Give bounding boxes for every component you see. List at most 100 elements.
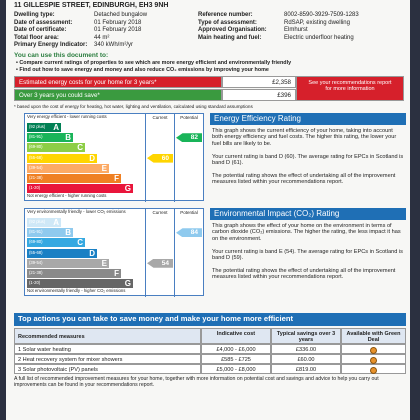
rating-band: (81-91) B — [27, 133, 73, 143]
green-deal-icon — [370, 366, 377, 374]
potential-rating: 84 — [176, 228, 202, 238]
band-letter: B — [65, 228, 71, 238]
table-header: Recommended measures — [14, 328, 201, 344]
table-header: Typical savings over 3 years — [271, 328, 341, 344]
band-range: (21-38) — [29, 270, 43, 275]
detail-value: 340 kWh/m²/yr — [94, 42, 134, 48]
current-rating: 60 — [147, 153, 173, 163]
band-letter: A — [53, 123, 59, 132]
cost-label: Over 3 years you could save* — [14, 89, 222, 101]
table-cell: £5,000 - £8,000 — [201, 364, 271, 374]
detail-value: RdSAP, existing dwelling — [284, 19, 350, 26]
detail-value: Electric underfloor heating — [284, 34, 354, 41]
band-range: (55-68) — [29, 154, 43, 160]
divider — [174, 209, 175, 297]
band-range: (92 plus) — [29, 124, 46, 129]
chart-bottom-label: Not energy efficient - higher running co… — [27, 193, 107, 198]
table-cell: £60.00 — [271, 354, 341, 364]
detail-value: 8002-8590-3929-7509-1283 — [284, 12, 359, 18]
detail-label: Primary Energy Indicator: — [14, 42, 88, 48]
band-letter: D — [89, 248, 95, 258]
intro-heading: You can use this document to: — [14, 52, 109, 59]
footer-text: A full list of recommended improvement m… — [14, 376, 379, 388]
band-letter: E — [101, 163, 107, 173]
rating-band: (39-54) E — [27, 258, 109, 268]
potential-rating: 82 — [176, 133, 202, 143]
rating-text: Your current rating is band D (60). The … — [212, 154, 404, 167]
rating-chart: Very environmentally friendly - lower CO… — [24, 208, 204, 297]
table-cell: £336.00 — [271, 344, 341, 354]
table-cell: 1 Solar water heating — [14, 344, 201, 354]
rating-band: (92 plus) A — [27, 123, 61, 132]
table-cell: £819.00 — [271, 364, 341, 374]
address: 11 GILLESPIE STREET, EDINBURGH, EH3 9NH — [14, 2, 169, 9]
green-deal-icon — [370, 356, 377, 364]
detail-label: Dwelling type: — [14, 12, 55, 18]
detail-label: Reference number: — [198, 12, 253, 18]
rating-band: (21-38) F — [27, 269, 121, 278]
current-rating: 54 — [147, 258, 173, 268]
rating-text: The potential rating shows the effect of… — [212, 268, 396, 281]
current-heading: Current — [152, 210, 168, 215]
potential-heading: Potential — [180, 115, 198, 120]
detail-label: Main heating and fuel: — [198, 34, 262, 41]
band-letter: F — [114, 174, 119, 183]
cost-note: See your recommendations report for more… — [296, 76, 404, 101]
rating-title: Energy Efficiency Rating — [210, 113, 406, 125]
band-range: (69-80) — [29, 239, 43, 245]
band-letter: B — [65, 133, 71, 143]
band-letter: G — [124, 184, 131, 194]
band-range: (1-20) — [29, 185, 41, 191]
detail-label: Approved Organisation: — [198, 27, 267, 33]
band-letter: G — [124, 279, 131, 289]
rating-band: (1-20) G — [27, 279, 133, 289]
band-range: (21-38) — [29, 175, 43, 180]
rating-text: Your current rating is band E (54). The … — [212, 249, 403, 262]
certificate: 11 GILLESPIE STREET, EDINBURGH, EH3 9NH D… — [6, 0, 410, 420]
actions-title: Top actions you can take to save money a… — [14, 313, 406, 326]
rating-title: Environmental Impact (CO₂) Rating — [210, 208, 406, 220]
footnote: * based upon the cost of energy for heat… — [14, 104, 253, 109]
rating-band: (21-38) F — [27, 174, 121, 183]
divider — [174, 114, 175, 202]
divider — [145, 209, 146, 297]
table-header: Indicative cost — [201, 328, 271, 344]
rating-band: (69-80) C — [27, 238, 85, 248]
band-range: (92 plus) — [29, 219, 46, 224]
detail-label: Total floor area: — [14, 34, 59, 41]
detail-value: 01 February 2018 — [94, 27, 142, 33]
detail-label: Type of assessment: — [198, 19, 257, 26]
rating-text: The potential rating shows the effect of… — [212, 173, 396, 186]
band-range: (1-20) — [29, 280, 41, 286]
cost-amount: £396 — [222, 89, 296, 101]
green-deal-icon — [370, 346, 377, 354]
detail-label: Date of assessment: — [14, 19, 73, 26]
table-cell: £585 - £725 — [201, 354, 271, 364]
current-heading: Current — [152, 115, 168, 120]
table-cell: 2 Heat recovery system for mixer showers — [14, 354, 201, 364]
detail-value: 01 February 2018 — [94, 19, 142, 26]
divider — [145, 114, 146, 202]
band-letter: E — [101, 258, 107, 268]
rating-band: (1-20) G — [27, 184, 133, 194]
rating-chart: Very energy efficient - lower running co… — [24, 113, 204, 202]
table-cell: 3 Solar photovoltaic (PV) panels — [14, 364, 201, 374]
detail-label: Date of certificate: — [14, 27, 67, 33]
cost-amount: £2,358 — [222, 76, 296, 88]
band-range: (81-91) — [29, 229, 43, 235]
band-range: (39-54) — [29, 259, 43, 265]
green-deal-cell — [341, 364, 406, 374]
green-deal-cell — [341, 354, 406, 364]
green-deal-cell — [341, 344, 406, 354]
rating-band: (55-68) D — [27, 248, 97, 258]
rating-band: (69-80) C — [27, 143, 85, 153]
band-range: (55-68) — [29, 249, 43, 255]
bullet: • Compare current ratings of properties … — [16, 60, 292, 66]
table-cell: £4,000 - £6,000 — [201, 344, 271, 354]
potential-heading: Potential — [180, 210, 198, 215]
band-range: (39-54) — [29, 164, 43, 170]
table-header: Available with Green Deal — [341, 328, 406, 344]
rating-text: This graph shows the effect of your home… — [212, 223, 401, 242]
rating-band: (92 plus) A — [27, 218, 61, 227]
band-letter: C — [77, 143, 83, 153]
